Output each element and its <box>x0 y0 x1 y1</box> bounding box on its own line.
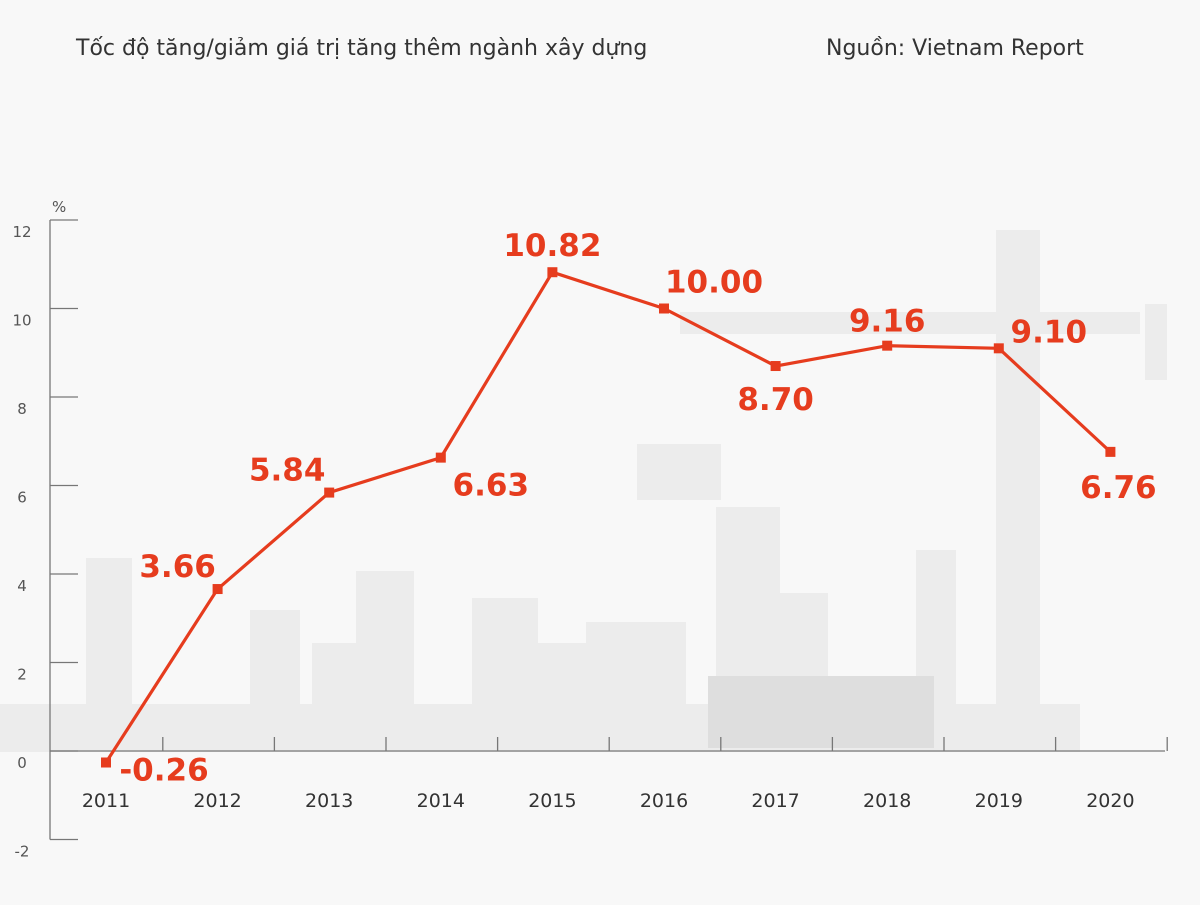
data-label: 6.76 <box>1080 470 1157 506</box>
y-tick-label: 12 <box>12 223 31 241</box>
x-tick-label: 2017 <box>751 790 799 812</box>
data-label: 6.63 <box>453 468 530 504</box>
x-tick-label: 2012 <box>193 790 241 812</box>
data-point <box>770 361 781 372</box>
x-tick-label: 2013 <box>305 790 353 812</box>
data-label: -0.26 <box>119 753 208 789</box>
x-tick-label: 2018 <box>863 790 911 812</box>
x-tick-label: 2011 <box>82 790 130 812</box>
data-point <box>435 452 446 463</box>
data-label: 8.70 <box>737 382 814 418</box>
data-label: 9.16 <box>849 304 926 340</box>
data-label: 3.66 <box>139 549 216 585</box>
data-point <box>101 757 111 768</box>
x-tick-label: 2014 <box>417 790 465 812</box>
data-point <box>882 340 893 351</box>
data-point <box>993 343 1004 354</box>
series-line <box>104 270 1112 764</box>
y-tick-label: 2 <box>17 666 27 684</box>
x-tick-label: 2015 <box>528 790 576 812</box>
data-point <box>659 303 669 314</box>
y-tick-label: 8 <box>17 400 27 418</box>
data-point <box>547 267 558 278</box>
data-label: 10.00 <box>665 265 763 301</box>
data-label: 10.82 <box>503 228 601 264</box>
x-tick-label: 2020 <box>1086 790 1134 812</box>
y-tick-label: -2 <box>15 843 30 861</box>
data-label: 5.84 <box>249 453 326 489</box>
y-tick-label: 10 <box>12 312 31 330</box>
data-point <box>324 487 335 498</box>
y-axis-label: % <box>52 198 66 216</box>
data-point <box>212 584 223 595</box>
x-tick-label: 2019 <box>975 790 1023 812</box>
y-tick-label: 0 <box>17 754 27 772</box>
chart-title: Tốc độ tăng/giảm giá trị tăng thêm ngành… <box>76 36 648 61</box>
data-point <box>1105 446 1116 457</box>
data-label: 9.10 <box>1011 314 1088 350</box>
y-tick-label: 6 <box>17 489 27 507</box>
x-tick-label: 2016 <box>640 790 688 812</box>
chart-source: Nguồn: Vietnam Report <box>826 36 1084 61</box>
background-skyline <box>0 230 1167 752</box>
y-tick-label: 4 <box>17 577 27 595</box>
